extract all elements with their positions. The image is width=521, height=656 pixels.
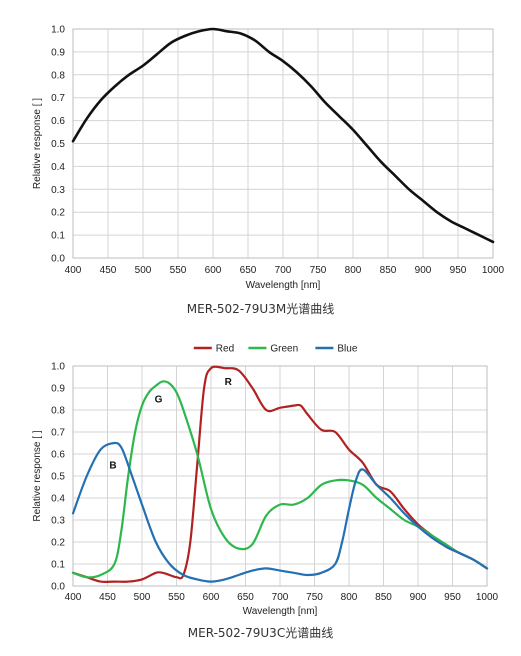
y-tick-label: 1.0 bbox=[51, 362, 65, 373]
y-tick-label: 0.3 bbox=[51, 516, 65, 527]
x-tick-label: 850 bbox=[380, 265, 397, 276]
legend-label-red: Red bbox=[216, 344, 234, 355]
x-tick-label: 400 bbox=[65, 592, 82, 603]
y-tick-label: 0.6 bbox=[51, 450, 65, 461]
chart-caption: MER-502-79U3M光谱曲线 bbox=[187, 302, 334, 316]
x-tick-label: 700 bbox=[272, 592, 289, 603]
x-tick-label: 950 bbox=[450, 265, 467, 276]
y-axis-label: Relative response [ ] bbox=[32, 98, 43, 189]
x-axis-label: Wavelength [nm] bbox=[243, 606, 318, 617]
y-tick-label: 0.2 bbox=[51, 538, 65, 549]
blue-series-line bbox=[71, 441, 489, 583]
x-tick-label: 750 bbox=[306, 592, 323, 603]
x-tick-label: 400 bbox=[65, 265, 82, 276]
x-tick-label: 1000 bbox=[476, 592, 499, 603]
x-tick-label: 800 bbox=[345, 265, 362, 276]
y-tick-label: 0.1 bbox=[51, 231, 65, 242]
y-tick-label: 0.5 bbox=[51, 472, 65, 483]
red-series-line bbox=[71, 365, 489, 584]
x-axis-label: Wavelength [nm] bbox=[246, 280, 321, 291]
curve-label-g: G bbox=[155, 395, 163, 406]
y-tick-label: 0.3 bbox=[51, 185, 65, 196]
y-axis-label: Relative response [ ] bbox=[32, 430, 43, 521]
y-tick-label: 0.2 bbox=[51, 208, 65, 219]
y-tick-label: 0.7 bbox=[51, 93, 65, 104]
x-tick-label: 550 bbox=[170, 265, 187, 276]
y-tick-label: 0.9 bbox=[51, 47, 65, 58]
color-response-chart: 400 450 500 550 600 650 700 750 800 850 900 950 1000… bbox=[32, 344, 499, 641]
x-tick-label: 700 bbox=[275, 265, 292, 276]
mono-response-chart: 400 450 500 550 600 650 700 750 800 850 900 950 1000… bbox=[32, 25, 505, 317]
legend-label-blue: Blue bbox=[337, 344, 357, 355]
x-tick-label: 600 bbox=[205, 265, 222, 276]
x-tick-label: 450 bbox=[100, 265, 117, 276]
y-tick-label: 0.9 bbox=[51, 384, 65, 395]
curve-label-b: B bbox=[109, 461, 116, 472]
x-tick-label: 650 bbox=[240, 265, 257, 276]
curve-label-r: R bbox=[225, 377, 233, 388]
legend-label-green: Green bbox=[270, 344, 298, 355]
x-tick-label: 950 bbox=[444, 592, 461, 603]
y-tick-label: 1.0 bbox=[51, 25, 65, 36]
plot-frame bbox=[72, 365, 488, 587]
x-tick-label: 900 bbox=[410, 592, 427, 603]
y-tick-label: 0.0 bbox=[51, 254, 65, 265]
y-tick-label: 0.4 bbox=[51, 162, 65, 173]
x-tick-label: 650 bbox=[237, 592, 254, 603]
y-tick-label: 0.8 bbox=[51, 70, 65, 81]
y-tick-label: 0.1 bbox=[51, 560, 65, 571]
x-tick-label: 850 bbox=[375, 592, 392, 603]
x-tick-label: 750 bbox=[310, 265, 327, 276]
x-tick-label: 500 bbox=[135, 265, 152, 276]
x-tick-label: 500 bbox=[134, 592, 151, 603]
y-tick-label: 0.6 bbox=[51, 116, 65, 127]
x-tick-label: 900 bbox=[415, 265, 432, 276]
green-series-line bbox=[71, 380, 489, 579]
x-tick-label: 450 bbox=[99, 592, 116, 603]
chart-caption: MER-502-79U3C光谱曲线 bbox=[188, 626, 333, 640]
x-tick-label: 1000 bbox=[482, 265, 505, 276]
plot-frame bbox=[72, 28, 494, 259]
y-tick-label: 0.8 bbox=[51, 406, 65, 417]
x-tick-label: 600 bbox=[203, 592, 220, 603]
y-tick-label: 0.5 bbox=[51, 139, 65, 150]
x-tick-label: 550 bbox=[168, 592, 185, 603]
y-tick-label: 0.7 bbox=[51, 428, 65, 439]
x-tick-label: 800 bbox=[341, 592, 358, 603]
y-tick-label: 0.0 bbox=[51, 582, 65, 593]
response-series-line bbox=[71, 27, 495, 244]
y-tick-label: 0.4 bbox=[51, 494, 65, 505]
